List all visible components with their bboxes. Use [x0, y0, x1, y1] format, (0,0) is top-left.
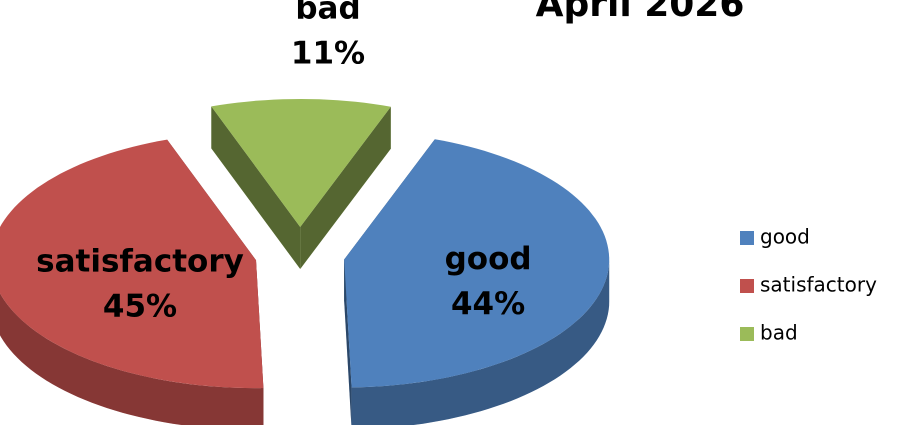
slice-shade	[344, 259, 352, 425]
slice	[211, 99, 391, 227]
legend-swatch	[740, 231, 754, 245]
data-label-category: good	[445, 241, 532, 277]
data-label: 11%	[291, 36, 365, 72]
data-label-category: satisfactory	[36, 244, 244, 280]
legend-swatch	[740, 279, 754, 293]
legend-label: bad	[760, 321, 798, 345]
slice-shade	[0, 293, 264, 425]
data-label-category: bad	[295, 0, 360, 27]
data-label: 44%	[451, 286, 525, 322]
slice-side	[300, 106, 391, 269]
slice-shade	[300, 106, 391, 269]
slice	[344, 139, 610, 388]
legend-label: satisfactory	[760, 273, 877, 297]
slice-shade	[211, 106, 301, 270]
slice-side	[211, 106, 301, 270]
legend-swatch	[740, 327, 754, 341]
data-label: 45%	[103, 289, 177, 325]
slice-wall	[0, 293, 264, 425]
slice	[0, 139, 264, 389]
slice-side	[344, 259, 352, 425]
chart-title: April 2026	[536, 0, 745, 25]
slice-wall	[351, 259, 610, 425]
slice-shade	[351, 259, 610, 425]
legend-label: good	[760, 225, 810, 249]
